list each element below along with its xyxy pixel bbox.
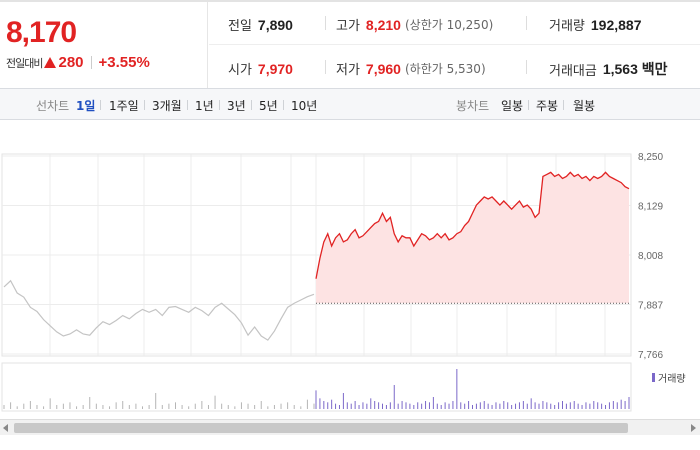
period-5y[interactable]: 5년 [259,99,278,113]
line-chart-label: 선차트 [36,99,70,113]
period-1d[interactable]: 1일 [76,99,96,113]
chart-scrollbar[interactable] [0,419,700,435]
change-label: 전일대비 [6,56,43,70]
period-3y[interactable]: 3년 [227,99,246,113]
scroll-thumb[interactable] [14,423,628,433]
open-value: 7,970 [257,60,293,77]
open-label: 시가 [228,63,252,78]
period-1w[interactable]: 1주일 [109,99,139,113]
stats-divider [209,44,700,45]
candle-chart-label: 봉차트 [456,99,490,113]
price-chart: 8,250 8,129 8,008 7,887 7,766 거래량 [1,152,686,412]
change-value: 280 [58,54,84,71]
amount-label: 거래대금 [549,63,597,79]
divider [283,100,284,110]
divider [526,60,527,74]
divider [563,100,564,110]
divider [526,16,527,30]
y-tick-label: 8,129 [638,202,663,213]
scroll-left-icon[interactable] [3,424,8,432]
divider [528,100,529,110]
high-label: 고가 [336,19,360,34]
open: 시가 7,970 [228,59,293,79]
y-tick-label: 8,008 [638,251,663,262]
price-summary: 8,170 전일대비 280 +3.55% [0,2,208,88]
trading-amount: 거래대금 1,563 백만 [549,59,668,79]
low-value: 7,960 [365,60,401,77]
divider [144,100,145,110]
divider [90,56,92,69]
change-percent: +3.55% [98,54,150,71]
scroll-right-icon[interactable] [691,424,696,432]
today-area [316,172,629,304]
divider [219,100,220,110]
period-10y[interactable]: 10년 [291,99,318,113]
volume: 거래량 192,887 [549,15,642,35]
divider [325,16,326,30]
prev-close-value: 7,890 [257,16,293,33]
y-tick-label: 7,887 [638,301,663,312]
volume-legend-swatch [652,373,655,382]
low: 저가 7,960 (하한가 5,530) [336,59,486,79]
divider [187,100,188,110]
candle-monthly[interactable]: 월봉 [573,99,596,113]
change-row: 전일대비 280 +3.55% [6,54,150,71]
top-rule [0,0,700,2]
prev-close-label: 전일 [228,19,252,34]
high: 고가 8,210 (상한가 10,250) [336,15,494,35]
period-1y[interactable]: 1년 [195,99,214,113]
volume-label: 거래량 [549,19,585,34]
prev-close: 전일 7,890 [228,15,293,35]
divider [325,60,326,74]
divider [251,100,252,110]
divider [100,100,101,110]
volume-legend-label: 거래량 [658,373,686,385]
upper-limit: (상한가 10,250) [404,18,494,32]
candle-weekly[interactable]: 주봉 [536,99,559,113]
y-tick-label: 7,766 [638,350,663,361]
y-tick-label: 8,250 [638,152,663,163]
chart-toolbar: 선차트 1일 1주일 3개월 1년 3년 5년 10년 봉차트 일봉 주봉 월봉 [0,88,700,120]
period-3m[interactable]: 3개월 [152,99,182,113]
current-price: 8,170 [6,16,77,49]
low-label: 저가 [336,63,360,78]
today-price-line [315,171,630,279]
price-stats: 전일 7,890 고가 8,210 (상한가 10,250) 거래량 192,8… [209,2,700,88]
prev-day-line [3,279,315,341]
lower-limit: (하한가 5,530) [404,62,486,76]
candle-daily[interactable]: 일봉 [501,99,524,113]
amount-value: 1,563 백만 [602,61,668,77]
high-value: 8,210 [365,16,401,33]
up-arrow-icon [44,57,57,68]
volume-value: 192,887 [590,16,642,33]
